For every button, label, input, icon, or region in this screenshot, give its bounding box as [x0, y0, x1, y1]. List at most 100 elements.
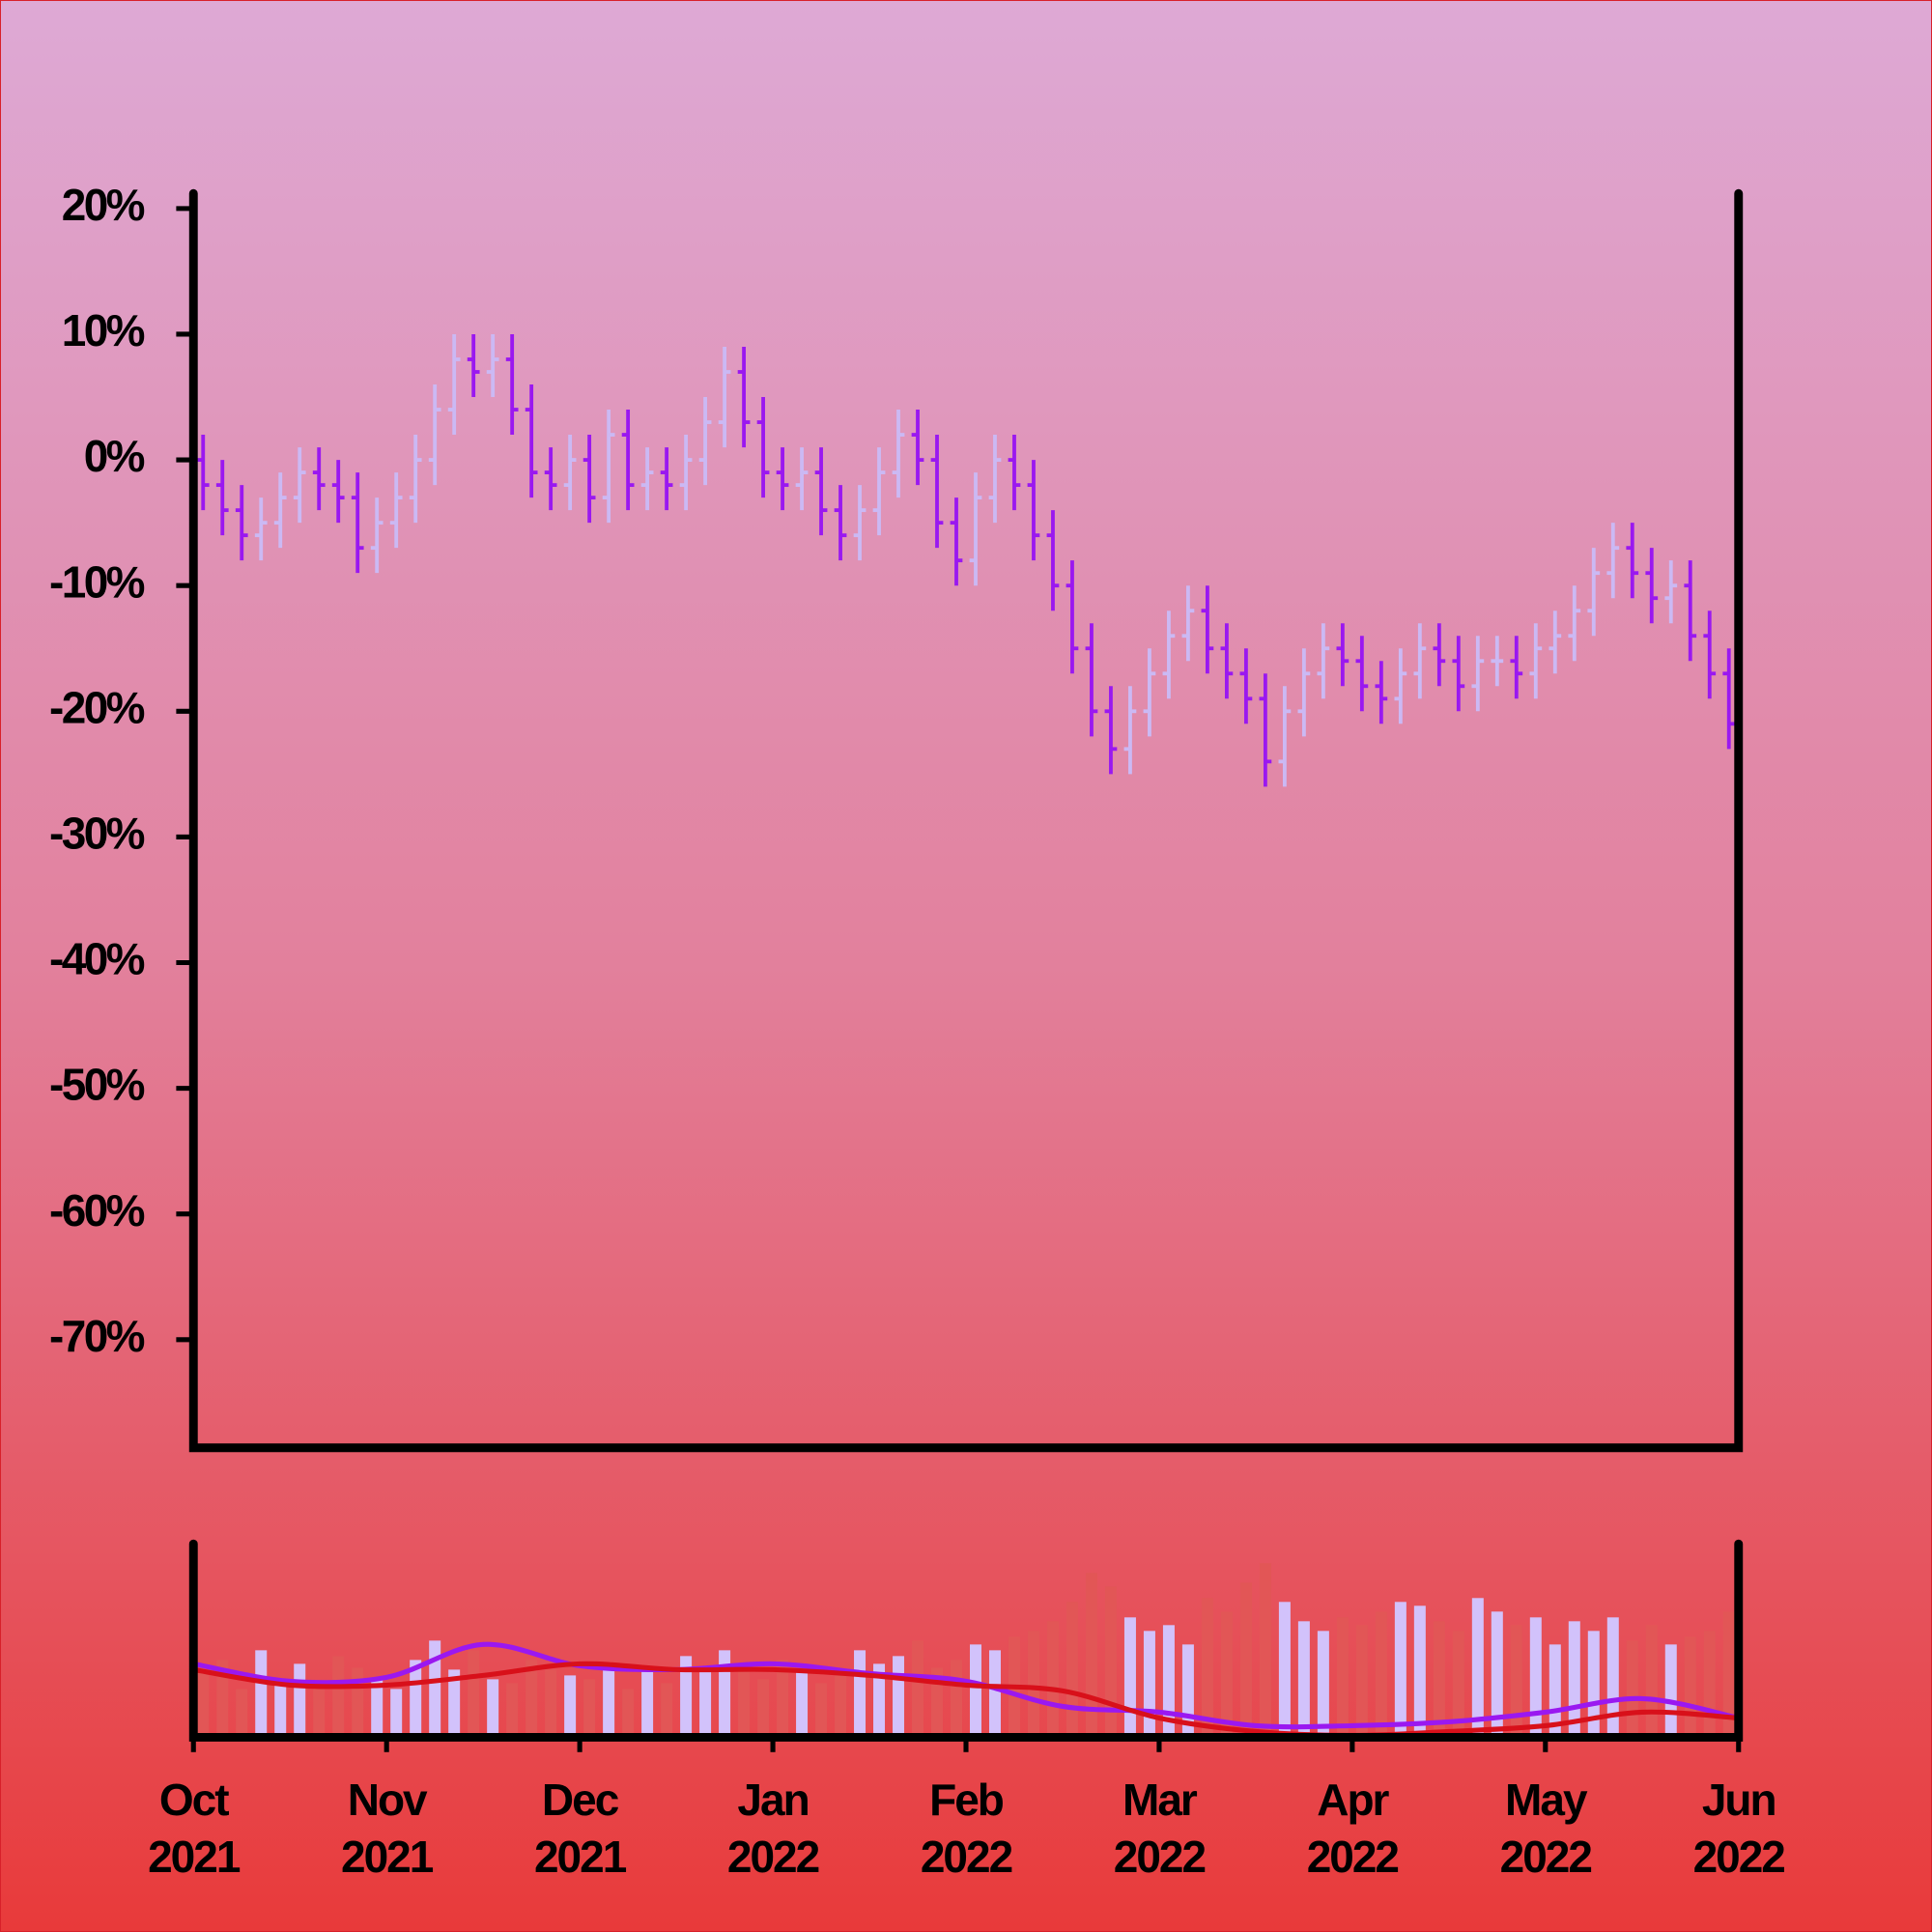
y-tick-label: -50% — [49, 1060, 145, 1110]
volume-bar — [1529, 1617, 1542, 1738]
volume-bar — [1510, 1625, 1522, 1738]
volume-bar — [1491, 1611, 1503, 1738]
volume-bar — [1626, 1640, 1638, 1738]
moving-average-line — [192, 1661, 1739, 1739]
axis-frame — [188, 1539, 1744, 1742]
volume-bar — [1684, 1636, 1696, 1738]
volume-bar — [1104, 1586, 1117, 1738]
x-tick-label: Oct 2021 — [148, 1775, 241, 1883]
volume-bar — [1297, 1621, 1310, 1738]
volume-bar — [1587, 1631, 1600, 1738]
volume-bar — [545, 1669, 557, 1738]
y-tick-label: 20% — [62, 180, 145, 230]
volume-bar — [1548, 1644, 1561, 1738]
volume-bar — [371, 1679, 384, 1738]
volume-bar — [1336, 1617, 1349, 1738]
y-tick-label: 0% — [84, 431, 145, 481]
volume-bar — [1201, 1598, 1213, 1738]
volume-bar — [526, 1660, 538, 1738]
volume-bar — [1471, 1598, 1484, 1738]
volume-bar — [931, 1667, 944, 1738]
x-tick-label: Dec 2021 — [533, 1775, 627, 1883]
x-tick-label: Nov 2021 — [341, 1775, 434, 1883]
volume-bar — [1568, 1621, 1580, 1738]
volume-bar — [757, 1679, 770, 1738]
volume-bar — [988, 1650, 1001, 1738]
x-tick-label: Jun 2022 — [1692, 1775, 1786, 1883]
volume-bar — [197, 1669, 210, 1738]
volume-bar — [216, 1660, 229, 1738]
y-tick-label: -20% — [49, 682, 145, 732]
volume-bar — [1046, 1621, 1059, 1738]
volume-bar — [1162, 1625, 1175, 1738]
x-tick-label: Mar 2022 — [1113, 1775, 1207, 1883]
volume-bar — [1278, 1602, 1291, 1738]
x-tick-label: May 2022 — [1499, 1775, 1593, 1883]
volume-bar — [1413, 1605, 1426, 1738]
volume-bar — [1259, 1563, 1271, 1738]
y-tick-label: -30% — [49, 809, 145, 859]
volume-bar — [622, 1689, 635, 1738]
volume-bar — [236, 1689, 248, 1738]
volume-bar — [912, 1640, 924, 1738]
volume-bar — [1606, 1617, 1619, 1738]
volume-bar — [1181, 1644, 1194, 1738]
volume-bar — [410, 1660, 422, 1738]
volume-bar — [893, 1656, 905, 1738]
axis-frame — [188, 188, 1744, 1453]
volume-bar — [1027, 1631, 1039, 1738]
volume-bar — [255, 1650, 268, 1738]
volume-bar — [1664, 1644, 1677, 1738]
volume-bar — [680, 1656, 693, 1738]
volume-bar — [777, 1660, 789, 1738]
volume-bar — [1085, 1573, 1097, 1738]
moving-average-line — [192, 1641, 1740, 1730]
volume-bar — [641, 1671, 654, 1738]
volume-bar — [274, 1679, 287, 1738]
volume-bar — [796, 1669, 809, 1738]
volume-bar — [873, 1663, 886, 1738]
volume-bar — [1065, 1602, 1078, 1738]
volume-bar — [719, 1650, 731, 1738]
x-tick-label: Jan 2022 — [726, 1775, 820, 1883]
x-tick-label: Feb 2022 — [920, 1775, 1013, 1883]
y-tick-label: -70% — [49, 1311, 145, 1361]
y-tick-label: -10% — [49, 556, 145, 607]
volume-bar — [1220, 1611, 1233, 1738]
volume-bar — [1645, 1625, 1658, 1738]
volume-bar — [352, 1667, 364, 1738]
volume-bar — [951, 1660, 963, 1738]
volume-bar — [583, 1679, 596, 1738]
volume-bar — [1722, 1611, 1735, 1738]
volume-bar — [603, 1663, 615, 1738]
volume-bar — [390, 1689, 403, 1738]
volume-bar — [815, 1683, 828, 1738]
volume-bar — [1143, 1631, 1155, 1738]
volume-bar — [448, 1669, 461, 1738]
volume-bar — [332, 1656, 345, 1738]
volume-bar — [1355, 1625, 1368, 1738]
y-tick-label: -60% — [49, 1185, 145, 1236]
volume-bar — [1239, 1582, 1252, 1738]
volume-bar — [468, 1650, 480, 1738]
volume-bar — [699, 1667, 712, 1738]
volume-bar — [506, 1683, 519, 1738]
volume-bar — [1375, 1611, 1387, 1738]
volume-bar — [1394, 1602, 1406, 1738]
volume-bar — [738, 1663, 751, 1738]
x-tick-label: Apr 2022 — [1306, 1775, 1400, 1883]
volume-bar — [429, 1640, 441, 1738]
volume-bar — [1317, 1631, 1329, 1738]
volume-bar — [1703, 1631, 1716, 1738]
volume-bar — [1433, 1621, 1445, 1738]
volume-bar — [487, 1679, 499, 1738]
y-tick-label: -40% — [49, 934, 145, 984]
volume-bar — [313, 1683, 326, 1738]
volume-bar — [661, 1683, 673, 1738]
volume-bar — [294, 1663, 306, 1738]
volume-bar — [835, 1673, 847, 1738]
volume-bar — [564, 1675, 577, 1738]
volume-bar — [854, 1650, 867, 1738]
